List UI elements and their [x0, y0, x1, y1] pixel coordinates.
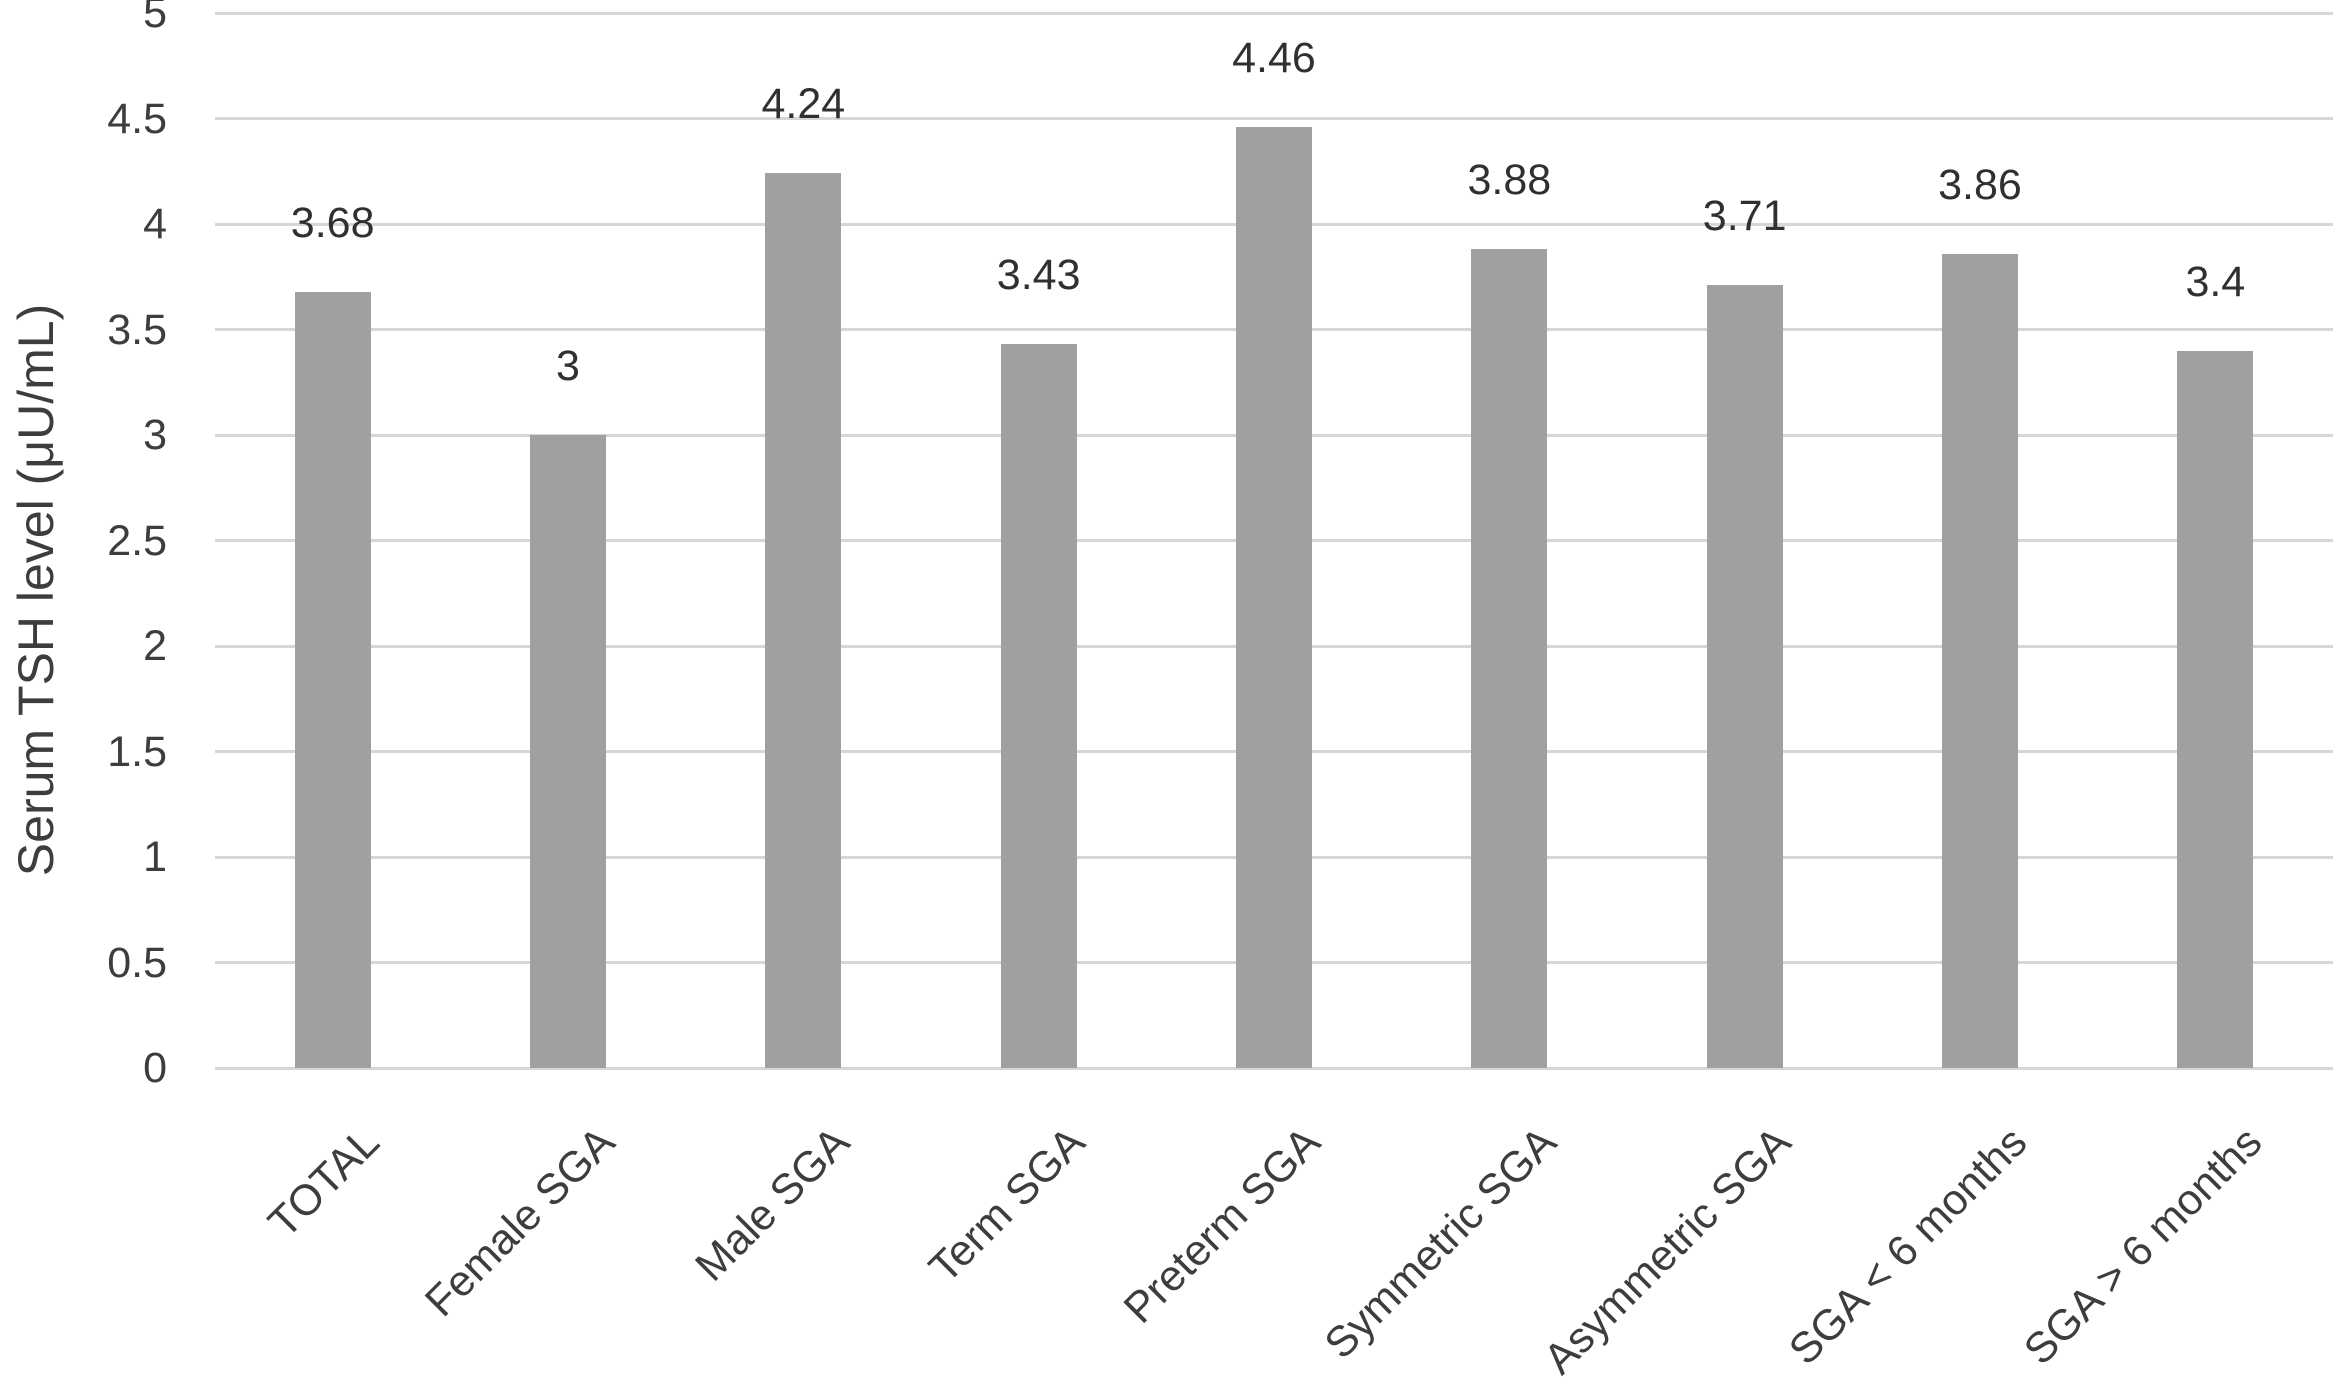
y-tick-label: 0: [143, 1044, 167, 1092]
x-category-label: Male SGA: [686, 1118, 860, 1291]
bar: [530, 435, 606, 1068]
bar-value-label: 3.68: [290, 198, 375, 247]
y-tick-label: 4.5: [107, 94, 167, 143]
x-category-label: Term SGA: [920, 1118, 1095, 1293]
bar: [1000, 344, 1077, 1068]
gridline: [215, 1066, 2333, 1070]
bar-value-label: 3: [556, 342, 580, 390]
bar: [765, 173, 842, 1068]
x-category-label: SGA < 6 months: [1779, 1118, 2036, 1375]
bar-value-label: 3.4: [2185, 257, 2246, 306]
bar: [294, 291, 371, 1068]
bar: [1236, 126, 1312, 1068]
bar-value-label: 3.88: [1467, 156, 1552, 205]
x-category-label: Symmetric SGA: [1315, 1118, 1566, 1369]
y-tick-label: 2.5: [107, 516, 167, 565]
bar-value-label: 3.43: [996, 251, 1081, 300]
bar: [1942, 253, 2018, 1068]
y-tick-label: 3: [143, 411, 167, 459]
bar-value-label: 3.86: [1938, 160, 2022, 209]
bar-value-label: 4.46: [1232, 33, 1316, 82]
x-category-label: Asymmetric SGA: [1535, 1118, 1801, 1384]
y-tick-label: 0.5: [107, 938, 167, 987]
gridline: [215, 117, 2333, 120]
y-tick-label: 3.5: [107, 305, 167, 354]
x-category-label: SGA > 6 months: [2015, 1118, 2272, 1375]
bar-value-label: 3.71: [1702, 192, 1787, 241]
x-category-label: TOTAL: [259, 1118, 389, 1248]
x-category-label: Female SGA: [415, 1118, 624, 1326]
y-tick-label: 5: [143, 0, 167, 37]
bar-value-label: 4.24: [761, 80, 846, 129]
x-category-label: Preterm SGA: [1115, 1118, 1330, 1333]
bar: [1706, 285, 1783, 1068]
y-tick-label: 1: [143, 833, 167, 881]
bar: [2177, 350, 2254, 1068]
gridline: [215, 11, 2333, 15]
y-tick-label: 4: [143, 200, 167, 248]
y-tick-label: 1.5: [107, 727, 167, 776]
y-tick-label: 2: [143, 622, 167, 670]
bar: [1471, 249, 1548, 1068]
